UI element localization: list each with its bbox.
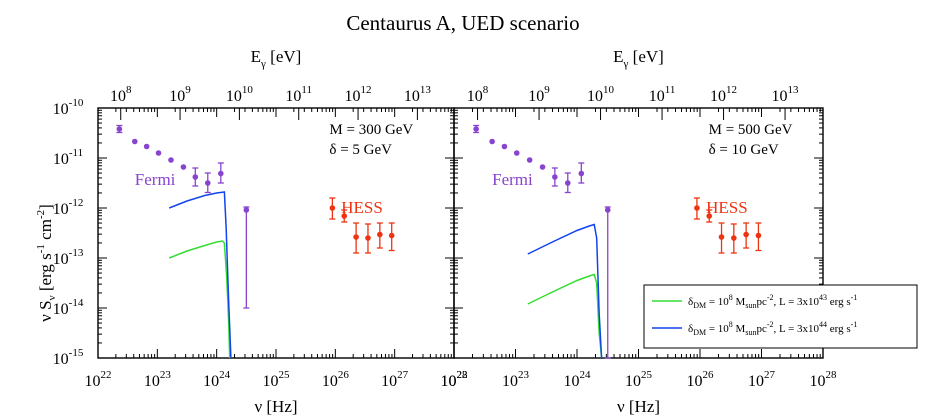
x-tick-label: 1022 — [85, 369, 112, 390]
top-tick-label: 108 — [110, 84, 132, 105]
hess-point — [755, 232, 762, 239]
x-tick-label: 1028 — [810, 369, 838, 390]
x-tick-label: 1026 — [322, 369, 350, 390]
y-tick-label: 10-13 — [53, 247, 84, 268]
fermi-point — [526, 157, 533, 163]
fermi-label: Fermi — [492, 170, 533, 189]
hess-point — [329, 205, 336, 211]
legend-box — [643, 284, 918, 349]
top-tick-label: 1011 — [649, 84, 676, 105]
delta-annotation: δ = 5 GeV — [329, 142, 392, 158]
y-tick-label: 10-11 — [53, 147, 83, 168]
fermi-point — [131, 138, 138, 145]
panel-right: 1022 1023 1024 1025 1026 1027 1028 108 109 1010 10… — [441, 47, 838, 416]
delta-annotation: δ = 10 GeV — [709, 142, 779, 158]
legend-entry-blue: δDM = 108 Msunpc-2, L = 3x1044 erg s-1 — [652, 320, 857, 337]
x-tick-label: 1027 — [381, 369, 409, 390]
hess-point — [365, 235, 371, 241]
fermi-point — [578, 170, 585, 177]
fermi-point — [143, 143, 150, 150]
fermi-point — [501, 143, 508, 150]
series-green-line — [527, 273, 603, 358]
fermi-point — [218, 170, 224, 177]
x-tick-label: 1027 — [748, 369, 776, 390]
top-axis-label: Eγ [eV] — [251, 47, 302, 70]
fermi-point — [473, 126, 479, 132]
hess-label: HESS — [706, 198, 748, 217]
y-tick-label: 10-14 — [53, 297, 84, 318]
fermi-point — [116, 126, 123, 132]
x-axis-label: ν [Hz] — [254, 397, 297, 416]
hess-point — [718, 234, 725, 240]
top-tick-label: 1010 — [226, 84, 254, 105]
series-blue-line — [168, 191, 232, 358]
hess-point — [388, 232, 395, 239]
y-axis-label: ν Sν [erg s-1 cm-2] — [35, 204, 58, 322]
fermi-point — [155, 150, 162, 156]
plot-frame — [97, 107, 455, 359]
chart-title: Centaurus A, UED scenario — [346, 11, 579, 35]
top-tick-label: 109 — [528, 84, 550, 105]
top-tick-label: 1012 — [710, 84, 737, 105]
x-tick-label: 1023 — [502, 369, 530, 390]
legend-entry-green: δDM = 108 Msunpc-2, L = 3x1043 erg s-1 — [652, 293, 857, 310]
x-tick-label: 1024 — [564, 369, 592, 390]
x-tick-label: 1025 — [263, 369, 291, 390]
mass-annotation: M = 500 GeV — [709, 122, 793, 138]
series-blue-line — [527, 223, 603, 358]
x-tick-label: 1022 — [441, 369, 468, 390]
svg-text:δDM = 108 Msunpc-2, L = 3x1044: δDM = 108 Msunpc-2, L = 3x1044 erg s-1 — [688, 320, 857, 337]
hess-point — [743, 231, 749, 238]
svg-text:δDM = 108 Msunpc-2, L = 3x1043: δDM = 108 Msunpc-2, L = 3x1043 erg s-1 — [688, 293, 857, 310]
fermi-point — [539, 164, 546, 170]
y-tick-label: 10-10 — [53, 97, 84, 118]
fermi-point — [513, 150, 520, 156]
fermi-point — [489, 138, 495, 145]
hess-point — [731, 235, 737, 241]
y-tick-label: 10-15 — [53, 347, 84, 368]
top-tick-label: 109 — [169, 84, 191, 105]
top-tick-label: 1013 — [772, 84, 800, 105]
fermi-point — [168, 157, 174, 163]
fermi-point — [243, 207, 250, 213]
x-tick-label: 1023 — [144, 369, 172, 390]
y-tick-label: 10-12 — [53, 197, 84, 218]
x-tick-label: 1024 — [203, 369, 231, 390]
fermi-label: Fermi — [135, 170, 176, 189]
fermi-point — [204, 180, 211, 186]
x-tick-label: 1028 — [441, 369, 469, 390]
fermi-point — [564, 180, 571, 186]
hess-label: HESS — [341, 198, 383, 217]
x-axis-label: ν [Hz] — [617, 397, 660, 416]
top-axis-label: Eγ [eV] — [613, 47, 664, 70]
series-green-line — [168, 240, 231, 358]
top-tick-label: 1013 — [404, 84, 432, 105]
panel-left: 1022 1023 1024 1025 1026 1027 1028 108 109 1010 10… — [53, 47, 468, 416]
hess-point — [694, 205, 700, 211]
top-tick-label: 1010 — [587, 84, 615, 105]
top-tick-label: 1011 — [285, 84, 312, 105]
hess-point — [377, 231, 383, 238]
fermi-point — [604, 207, 611, 213]
fermi-point — [192, 174, 199, 180]
x-tick-label: 1025 — [625, 369, 653, 390]
top-tick-label: 108 — [467, 84, 489, 105]
top-tick-label: 1012 — [345, 84, 372, 105]
fermi-point — [552, 174, 558, 180]
mass-annotation: M = 300 GeV — [329, 122, 413, 138]
hess-point — [353, 234, 359, 240]
x-tick-label: 1026 — [687, 369, 715, 390]
fermi-point — [180, 164, 187, 170]
hess-point — [706, 213, 713, 219]
legend: δDM = 108 Msunpc-2, L = 3x1043 erg s-1 δ… — [643, 284, 918, 349]
hess-point — [341, 213, 348, 219]
